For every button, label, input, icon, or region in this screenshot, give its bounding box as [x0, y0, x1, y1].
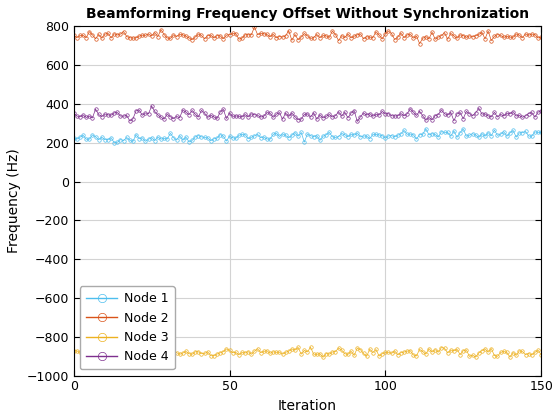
Node 4	[239, 115, 245, 120]
Node 2	[538, 35, 544, 40]
Node 2	[301, 31, 307, 36]
Node 4	[71, 110, 77, 116]
Node 2	[357, 32, 364, 37]
Node 3	[320, 355, 326, 360]
Node 1	[535, 130, 542, 135]
Line: Node 2: Node 2	[72, 25, 543, 45]
Node 4	[404, 111, 410, 116]
Y-axis label: Frequency (Hz): Frequency (Hz)	[7, 149, 21, 253]
X-axis label: Iteration: Iteration	[278, 399, 337, 413]
Node 1	[538, 130, 544, 135]
Node 4	[360, 110, 367, 116]
Node 1	[370, 132, 376, 137]
Node 2	[535, 35, 542, 40]
Node 1	[422, 126, 429, 131]
Node 2	[370, 35, 376, 40]
Node 3	[71, 348, 77, 353]
Line: Node 3: Node 3	[72, 346, 543, 359]
Node 1	[301, 139, 307, 144]
Line: Node 1: Node 1	[72, 127, 543, 144]
Node 3	[298, 352, 305, 357]
Node 2	[416, 41, 423, 46]
Node 2	[251, 24, 258, 29]
Node 1	[111, 140, 118, 145]
Node 2	[71, 33, 77, 38]
Node 2	[400, 35, 407, 40]
Node 4	[538, 108, 544, 113]
Node 1	[357, 134, 364, 139]
Node 4	[301, 112, 307, 117]
Node 2	[236, 37, 242, 42]
Node 3	[538, 352, 544, 357]
Node 3	[307, 345, 314, 350]
Node 3	[236, 352, 242, 357]
Title: Beamforming Frequency Offset Without Synchronization: Beamforming Frequency Offset Without Syn…	[86, 7, 529, 21]
Node 1	[71, 135, 77, 140]
Node 3	[404, 349, 410, 354]
Node 1	[239, 132, 245, 137]
Node 4	[535, 110, 542, 115]
Node 4	[148, 103, 155, 108]
Node 3	[372, 347, 379, 352]
Legend: Node 1, Node 2, Node 3, Node 4: Node 1, Node 2, Node 3, Node 4	[80, 286, 175, 369]
Node 4	[372, 112, 379, 117]
Node 3	[360, 351, 367, 356]
Node 4	[354, 119, 361, 124]
Line: Node 4: Node 4	[72, 104, 543, 123]
Node 1	[400, 128, 407, 133]
Node 3	[535, 348, 542, 353]
